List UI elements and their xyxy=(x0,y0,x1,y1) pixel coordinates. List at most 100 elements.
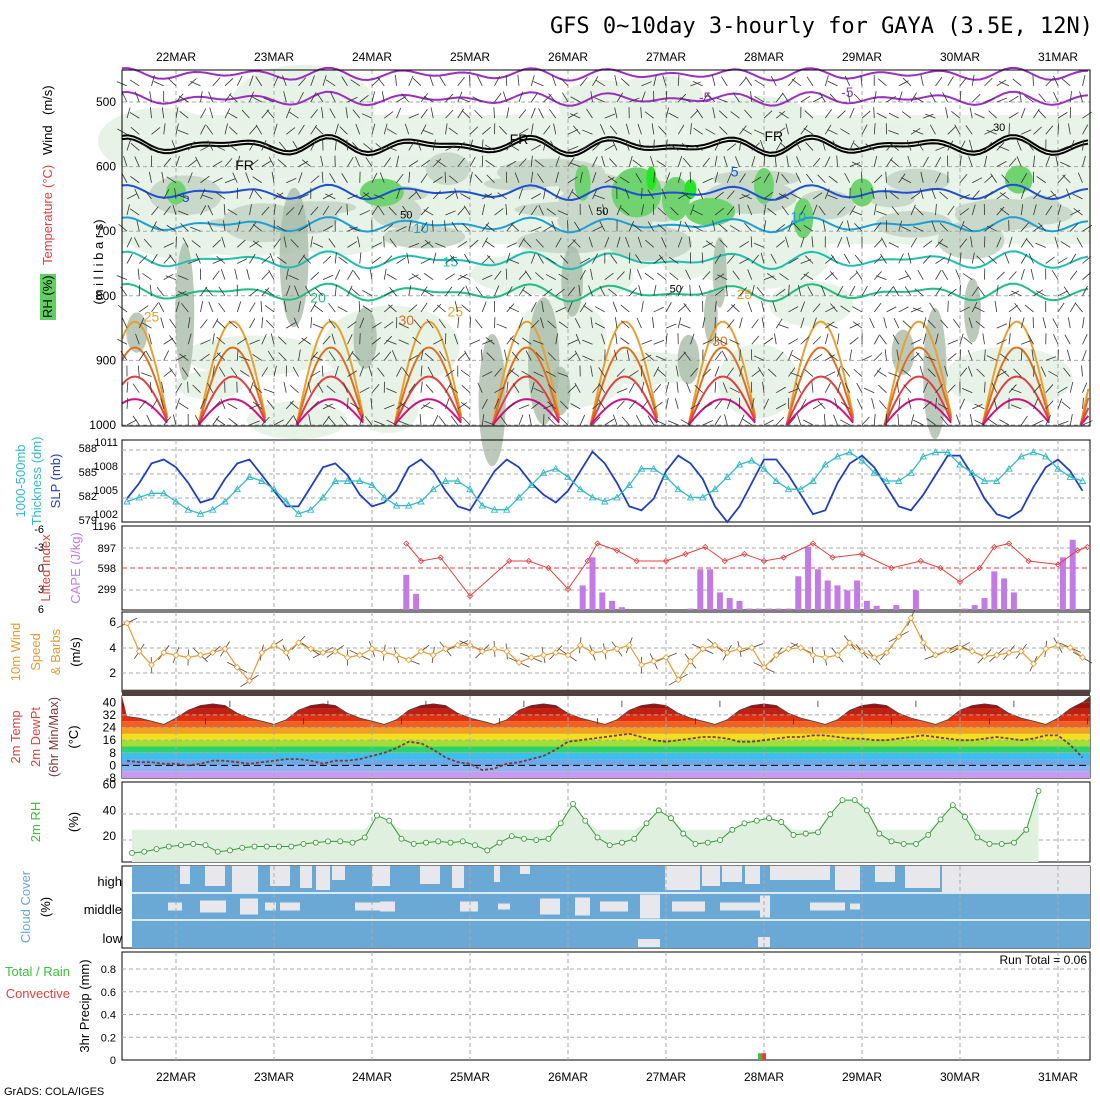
wind-barb xyxy=(685,269,691,280)
day-label-bottom: 30MAR xyxy=(940,1070,980,1084)
wind-barb xyxy=(138,351,146,361)
cloud-grid xyxy=(132,866,1090,948)
wind-barb xyxy=(705,240,716,248)
wind10m-point xyxy=(405,656,413,664)
wind-barb xyxy=(775,171,780,183)
wind-barb xyxy=(254,190,263,200)
wind-barb xyxy=(914,288,924,297)
wind-barb xyxy=(148,171,152,183)
wind-barb xyxy=(761,301,765,313)
wind-barb xyxy=(579,77,588,87)
wind-barb xyxy=(1008,384,1017,393)
isotherm-30 xyxy=(785,346,855,426)
wind-barb xyxy=(132,415,140,426)
wind-barb xyxy=(567,352,577,361)
wind-barb xyxy=(305,285,312,296)
wind-barb xyxy=(971,301,978,313)
wind-barb xyxy=(574,318,581,329)
wind-barb xyxy=(886,142,895,151)
wind-barb xyxy=(604,236,610,248)
wind-barb xyxy=(457,157,465,167)
wind-barb xyxy=(208,91,214,103)
thickness-point xyxy=(649,464,658,472)
rh-shade-mid xyxy=(1009,203,1074,225)
wind-barb xyxy=(707,93,716,103)
cloud-gap-low xyxy=(758,937,770,947)
wind-barb xyxy=(959,306,970,313)
wind-barb xyxy=(644,111,654,119)
wind-barb xyxy=(574,382,581,393)
wind-barb xyxy=(249,125,257,135)
wind-barb xyxy=(592,253,598,264)
wind-barb xyxy=(817,174,826,184)
wind-barb xyxy=(891,206,900,216)
wind-barb xyxy=(1057,220,1061,232)
wind-barb xyxy=(827,194,838,200)
rh2m-point xyxy=(680,830,687,837)
wind-barb xyxy=(408,160,419,167)
wind-barb xyxy=(996,271,1005,280)
cloud-gap-middle xyxy=(265,902,276,911)
wind-barb xyxy=(283,236,287,248)
wind-barb xyxy=(1075,303,1083,313)
thickness-point xyxy=(625,481,634,489)
wind-barb xyxy=(821,139,826,151)
wind-barb xyxy=(1033,204,1037,216)
wind-barb xyxy=(249,159,259,167)
wind-barb xyxy=(486,352,495,361)
wind-barb xyxy=(252,176,262,184)
rh2m-point xyxy=(178,842,184,849)
wind-barb xyxy=(560,77,569,87)
precip-tick: 0.8 xyxy=(101,964,116,976)
wind-barb xyxy=(788,77,796,87)
wind-barb xyxy=(574,221,581,232)
wind-barb xyxy=(130,175,140,184)
wind-barb xyxy=(935,257,946,264)
wind-barb xyxy=(959,333,964,345)
wind-barb xyxy=(308,220,312,232)
wind-barb xyxy=(375,143,385,151)
wind-barb xyxy=(670,207,679,216)
wind-barb xyxy=(1069,381,1074,393)
wind-barb xyxy=(619,176,630,184)
wind-barb xyxy=(412,336,422,345)
thickness-point xyxy=(735,460,744,468)
wind-barb xyxy=(457,108,464,119)
wind-barb xyxy=(657,369,667,377)
wind-barb xyxy=(828,353,838,361)
wind-barb xyxy=(334,139,337,151)
wind-barb xyxy=(265,288,275,297)
wind-barb xyxy=(1045,125,1054,135)
cloud-gap-middle xyxy=(200,900,226,913)
wind-barb xyxy=(849,162,861,167)
temperature-unit-label: (°C) xyxy=(40,165,55,188)
wind-barb xyxy=(572,239,581,248)
wind-barb xyxy=(886,286,894,297)
wind-barb xyxy=(677,156,683,167)
wind-barb xyxy=(252,223,263,232)
day-label-top: 24MAR xyxy=(352,50,392,64)
wind-barb xyxy=(959,174,968,184)
wind10m-point xyxy=(160,649,168,657)
thickness-point xyxy=(208,505,217,513)
wind-barb xyxy=(412,77,422,87)
wind-barb xyxy=(543,125,551,135)
rh2m-point xyxy=(998,840,1005,847)
wind-barb xyxy=(531,401,541,410)
wind-barb xyxy=(371,352,381,361)
cloud-gap-high xyxy=(300,866,312,888)
wind-barb xyxy=(497,192,507,200)
wind-barb xyxy=(200,301,204,313)
cape-bar xyxy=(824,580,831,610)
wind-barb xyxy=(288,274,299,281)
wind-barb xyxy=(117,304,128,313)
wind-barb xyxy=(334,284,337,296)
wind-barb xyxy=(692,144,703,151)
temperature-label: Temperature xyxy=(40,192,55,265)
wind-barb xyxy=(776,403,787,410)
wind-barb xyxy=(628,382,635,393)
rh2m-point xyxy=(300,840,307,847)
wind-barb xyxy=(537,253,544,264)
thickness-label: 1000-500mb xyxy=(13,445,28,518)
wind-barb xyxy=(590,317,593,329)
